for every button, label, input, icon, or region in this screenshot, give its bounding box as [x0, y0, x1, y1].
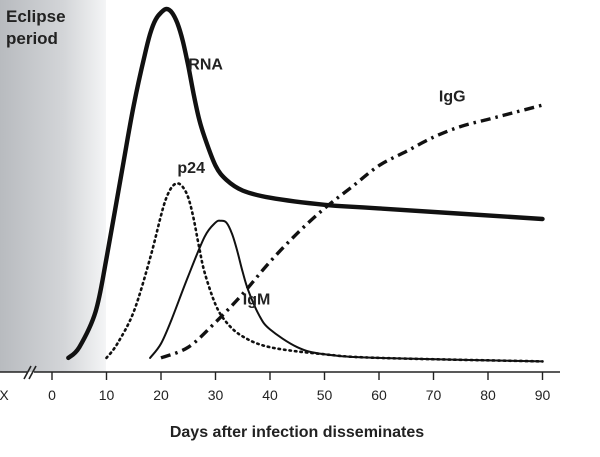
series-line-igm [149, 219, 544, 363]
x-tick-label: 50 [317, 387, 333, 403]
series-label-igg: IgG [439, 89, 466, 106]
x-tick-label: 30 [208, 387, 224, 403]
x-tick-label: 0 [48, 387, 56, 403]
x-tick-label: 60 [371, 387, 387, 403]
x-tick-label: X [0, 387, 9, 403]
x-tick-layer: X 0 10 20 30 40 50 60 70 80 90 [0, 372, 550, 403]
series-label-p24: p24 [177, 160, 205, 177]
x-axis-break-mark-2 [28, 365, 37, 380]
x-tick-label: 70 [426, 387, 442, 403]
x-tick-label: 10 [99, 387, 115, 403]
series-line-p24 [105, 182, 544, 363]
series-label-layer: RNA p24 IgM IgG [177, 57, 465, 309]
series-label-igm: IgM [243, 292, 271, 309]
series-line-rna [66, 6, 545, 361]
series-label-rna: RNA [188, 57, 223, 74]
eclipse-period-label: Eclipse period [6, 7, 70, 48]
eclipse-period-label-line2: period [6, 29, 58, 48]
eclipse-period-label-line1: Eclipse [6, 7, 66, 26]
x-axis-title: Days after infection disseminates [170, 424, 424, 441]
eclipse-period-region [0, 0, 106, 372]
x-axis-break-mark-1 [23, 365, 32, 380]
x-tick-label: 20 [153, 387, 169, 403]
x-axis: X 0 10 20 30 40 50 60 70 80 90 Days after infectio… [0, 365, 560, 441]
series-line-igg [160, 103, 543, 360]
x-tick-label: 40 [262, 387, 278, 403]
x-tick-label: 90 [535, 387, 551, 403]
series-layer [66, 6, 545, 363]
x-tick-label: 80 [480, 387, 496, 403]
